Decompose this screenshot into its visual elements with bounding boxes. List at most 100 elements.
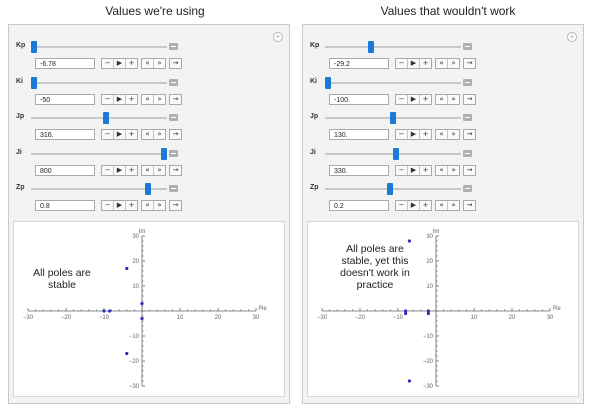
value-field-zp[interactable]: 0.8 (35, 200, 95, 211)
faster-button[interactable]: « (142, 95, 154, 104)
play-button[interactable]: ▶ (408, 166, 420, 175)
decrement-button[interactable]: − (102, 201, 114, 210)
decrement-button[interactable]: − (396, 130, 408, 139)
direction-button[interactable]: → (170, 59, 181, 68)
play-button[interactable]: ▶ (408, 95, 420, 104)
value-field-ji[interactable]: 800 (35, 165, 95, 176)
increment-button[interactable]: + (126, 95, 137, 104)
direction-button[interactable]: → (170, 95, 181, 104)
decrement-button[interactable]: − (396, 95, 408, 104)
play-button[interactable]: ▶ (114, 201, 126, 210)
value-field-jp[interactable]: 316. (35, 129, 95, 140)
value-field-ji[interactable]: 330. (329, 165, 389, 176)
slider-track-kp[interactable] (31, 46, 167, 48)
slower-button[interactable]: » (154, 95, 165, 104)
direction-button[interactable]: → (464, 95, 475, 104)
increment-button[interactable]: + (420, 95, 431, 104)
slider-thumb-ki[interactable] (31, 77, 37, 89)
slider-thumb-zp[interactable] (387, 183, 393, 195)
slider-track-ji[interactable] (31, 153, 167, 155)
slower-button[interactable]: » (448, 201, 459, 210)
collapse-icon[interactable] (463, 114, 472, 121)
play-button[interactable]: ▶ (114, 59, 126, 68)
decrement-button[interactable]: − (396, 59, 408, 68)
play-button[interactable]: ▶ (408, 130, 420, 139)
increment-button[interactable]: + (420, 166, 431, 175)
direction-button[interactable]: → (170, 201, 181, 210)
slider-thumb-kp[interactable] (31, 41, 37, 53)
faster-button[interactable]: « (436, 59, 448, 68)
slower-button[interactable]: » (154, 201, 165, 210)
slider-track-kp[interactable] (325, 46, 461, 48)
add-icon[interactable]: + (273, 32, 283, 42)
direction-button[interactable]: → (464, 166, 475, 175)
slider-thumb-ki[interactable] (325, 77, 331, 89)
slider-thumb-ji[interactable] (161, 148, 167, 160)
increment-button[interactable]: + (420, 59, 431, 68)
slower-button[interactable]: » (448, 95, 459, 104)
faster-button[interactable]: « (142, 59, 154, 68)
slower-button[interactable]: » (448, 166, 459, 175)
decrement-button[interactable]: − (396, 166, 408, 175)
control-group: − ▶ + (101, 165, 138, 176)
slider-track-ki[interactable] (325, 82, 461, 84)
collapse-icon[interactable] (169, 150, 178, 157)
slider-thumb-jp[interactable] (103, 112, 109, 124)
slider-thumb-ji[interactable] (393, 148, 399, 160)
increment-button[interactable]: + (126, 59, 137, 68)
collapse-icon[interactable] (169, 79, 178, 86)
slider-track-jp[interactable] (31, 117, 167, 119)
value-field-kp[interactable]: -6.78 (35, 58, 95, 69)
play-button[interactable]: ▶ (114, 166, 126, 175)
faster-button[interactable]: « (436, 201, 448, 210)
slider-thumb-jp[interactable] (390, 112, 396, 124)
increment-button[interactable]: + (126, 166, 137, 175)
slider-thumb-kp[interactable] (368, 41, 374, 53)
direction-button[interactable]: → (464, 201, 475, 210)
increment-button[interactable]: + (126, 201, 137, 210)
value-field-jp[interactable]: 130. (329, 129, 389, 140)
increment-button[interactable]: + (126, 130, 137, 139)
play-button[interactable]: ▶ (408, 59, 420, 68)
collapse-icon[interactable] (169, 114, 178, 121)
play-button[interactable]: ▶ (114, 130, 126, 139)
decrement-button[interactable]: − (102, 95, 114, 104)
play-button[interactable]: ▶ (114, 95, 126, 104)
slower-button[interactable]: » (154, 166, 165, 175)
value-field-zp[interactable]: 0.2 (329, 200, 389, 211)
faster-button[interactable]: « (142, 201, 154, 210)
direction-button[interactable]: → (170, 130, 181, 139)
collapse-icon[interactable] (463, 43, 472, 50)
faster-button[interactable]: « (142, 166, 154, 175)
decrement-button[interactable]: − (396, 201, 408, 210)
collapse-icon[interactable] (463, 185, 472, 192)
slower-button[interactable]: » (154, 59, 165, 68)
direction-button[interactable]: → (170, 166, 181, 175)
collapse-icon[interactable] (169, 43, 178, 50)
control-group: → (463, 165, 476, 176)
faster-button[interactable]: « (436, 130, 448, 139)
decrement-button[interactable]: − (102, 166, 114, 175)
slider-track-ki[interactable] (31, 82, 167, 84)
direction-button[interactable]: → (464, 130, 475, 139)
collapse-icon[interactable] (169, 185, 178, 192)
slider-thumb-zp[interactable] (145, 183, 151, 195)
increment-button[interactable]: + (420, 130, 431, 139)
value-field-ki[interactable]: -100. (329, 94, 389, 105)
increment-button[interactable]: + (420, 201, 431, 210)
decrement-button[interactable]: − (102, 59, 114, 68)
collapse-icon[interactable] (463, 150, 472, 157)
slower-button[interactable]: » (448, 130, 459, 139)
faster-button[interactable]: « (436, 166, 448, 175)
slower-button[interactable]: » (448, 59, 459, 68)
direction-button[interactable]: → (464, 59, 475, 68)
collapse-icon[interactable] (463, 79, 472, 86)
add-icon[interactable]: + (567, 32, 577, 42)
slower-button[interactable]: » (154, 130, 165, 139)
faster-button[interactable]: « (436, 95, 448, 104)
play-button[interactable]: ▶ (408, 201, 420, 210)
value-field-ki[interactable]: -50 (35, 94, 95, 105)
decrement-button[interactable]: − (102, 130, 114, 139)
faster-button[interactable]: « (142, 130, 154, 139)
value-field-kp[interactable]: -29.2 (329, 58, 389, 69)
